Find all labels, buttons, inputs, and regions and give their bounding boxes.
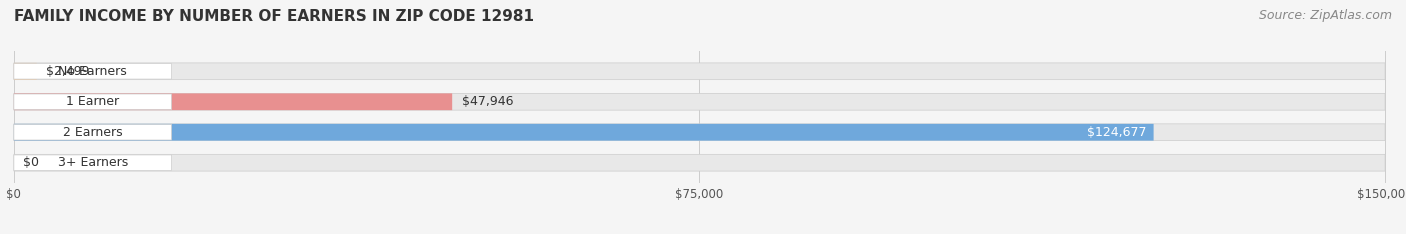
FancyBboxPatch shape bbox=[14, 93, 453, 110]
FancyBboxPatch shape bbox=[14, 94, 172, 110]
FancyBboxPatch shape bbox=[14, 124, 1385, 141]
Text: $0: $0 bbox=[24, 156, 39, 169]
Text: $124,677: $124,677 bbox=[1087, 126, 1147, 139]
FancyBboxPatch shape bbox=[14, 63, 1385, 80]
FancyBboxPatch shape bbox=[14, 63, 172, 79]
FancyBboxPatch shape bbox=[14, 155, 172, 171]
FancyBboxPatch shape bbox=[14, 124, 172, 140]
Text: 2 Earners: 2 Earners bbox=[63, 126, 122, 139]
Text: $2,499: $2,499 bbox=[46, 65, 90, 78]
FancyBboxPatch shape bbox=[14, 93, 1385, 110]
FancyBboxPatch shape bbox=[14, 154, 1385, 171]
Text: $47,946: $47,946 bbox=[461, 95, 513, 108]
Text: Source: ZipAtlas.com: Source: ZipAtlas.com bbox=[1258, 9, 1392, 22]
FancyBboxPatch shape bbox=[14, 124, 1153, 141]
Text: 3+ Earners: 3+ Earners bbox=[58, 156, 128, 169]
FancyBboxPatch shape bbox=[14, 63, 37, 80]
Text: No Earners: No Earners bbox=[59, 65, 127, 78]
Text: FAMILY INCOME BY NUMBER OF EARNERS IN ZIP CODE 12981: FAMILY INCOME BY NUMBER OF EARNERS IN ZI… bbox=[14, 9, 534, 24]
Text: 1 Earner: 1 Earner bbox=[66, 95, 120, 108]
